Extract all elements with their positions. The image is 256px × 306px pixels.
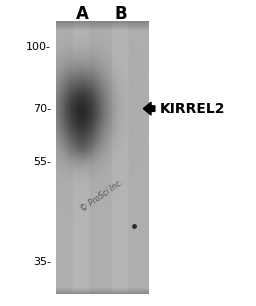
Text: KIRREL2: KIRREL2 (160, 102, 226, 116)
Text: 70-: 70- (33, 104, 51, 114)
Text: 100-: 100- (26, 43, 51, 52)
Text: A: A (76, 5, 88, 23)
Text: 55-: 55- (33, 157, 51, 167)
Text: 35-: 35- (33, 257, 51, 267)
Text: © ProSci Inc.: © ProSci Inc. (79, 178, 125, 214)
Text: B: B (114, 5, 127, 23)
FancyArrow shape (143, 102, 155, 115)
